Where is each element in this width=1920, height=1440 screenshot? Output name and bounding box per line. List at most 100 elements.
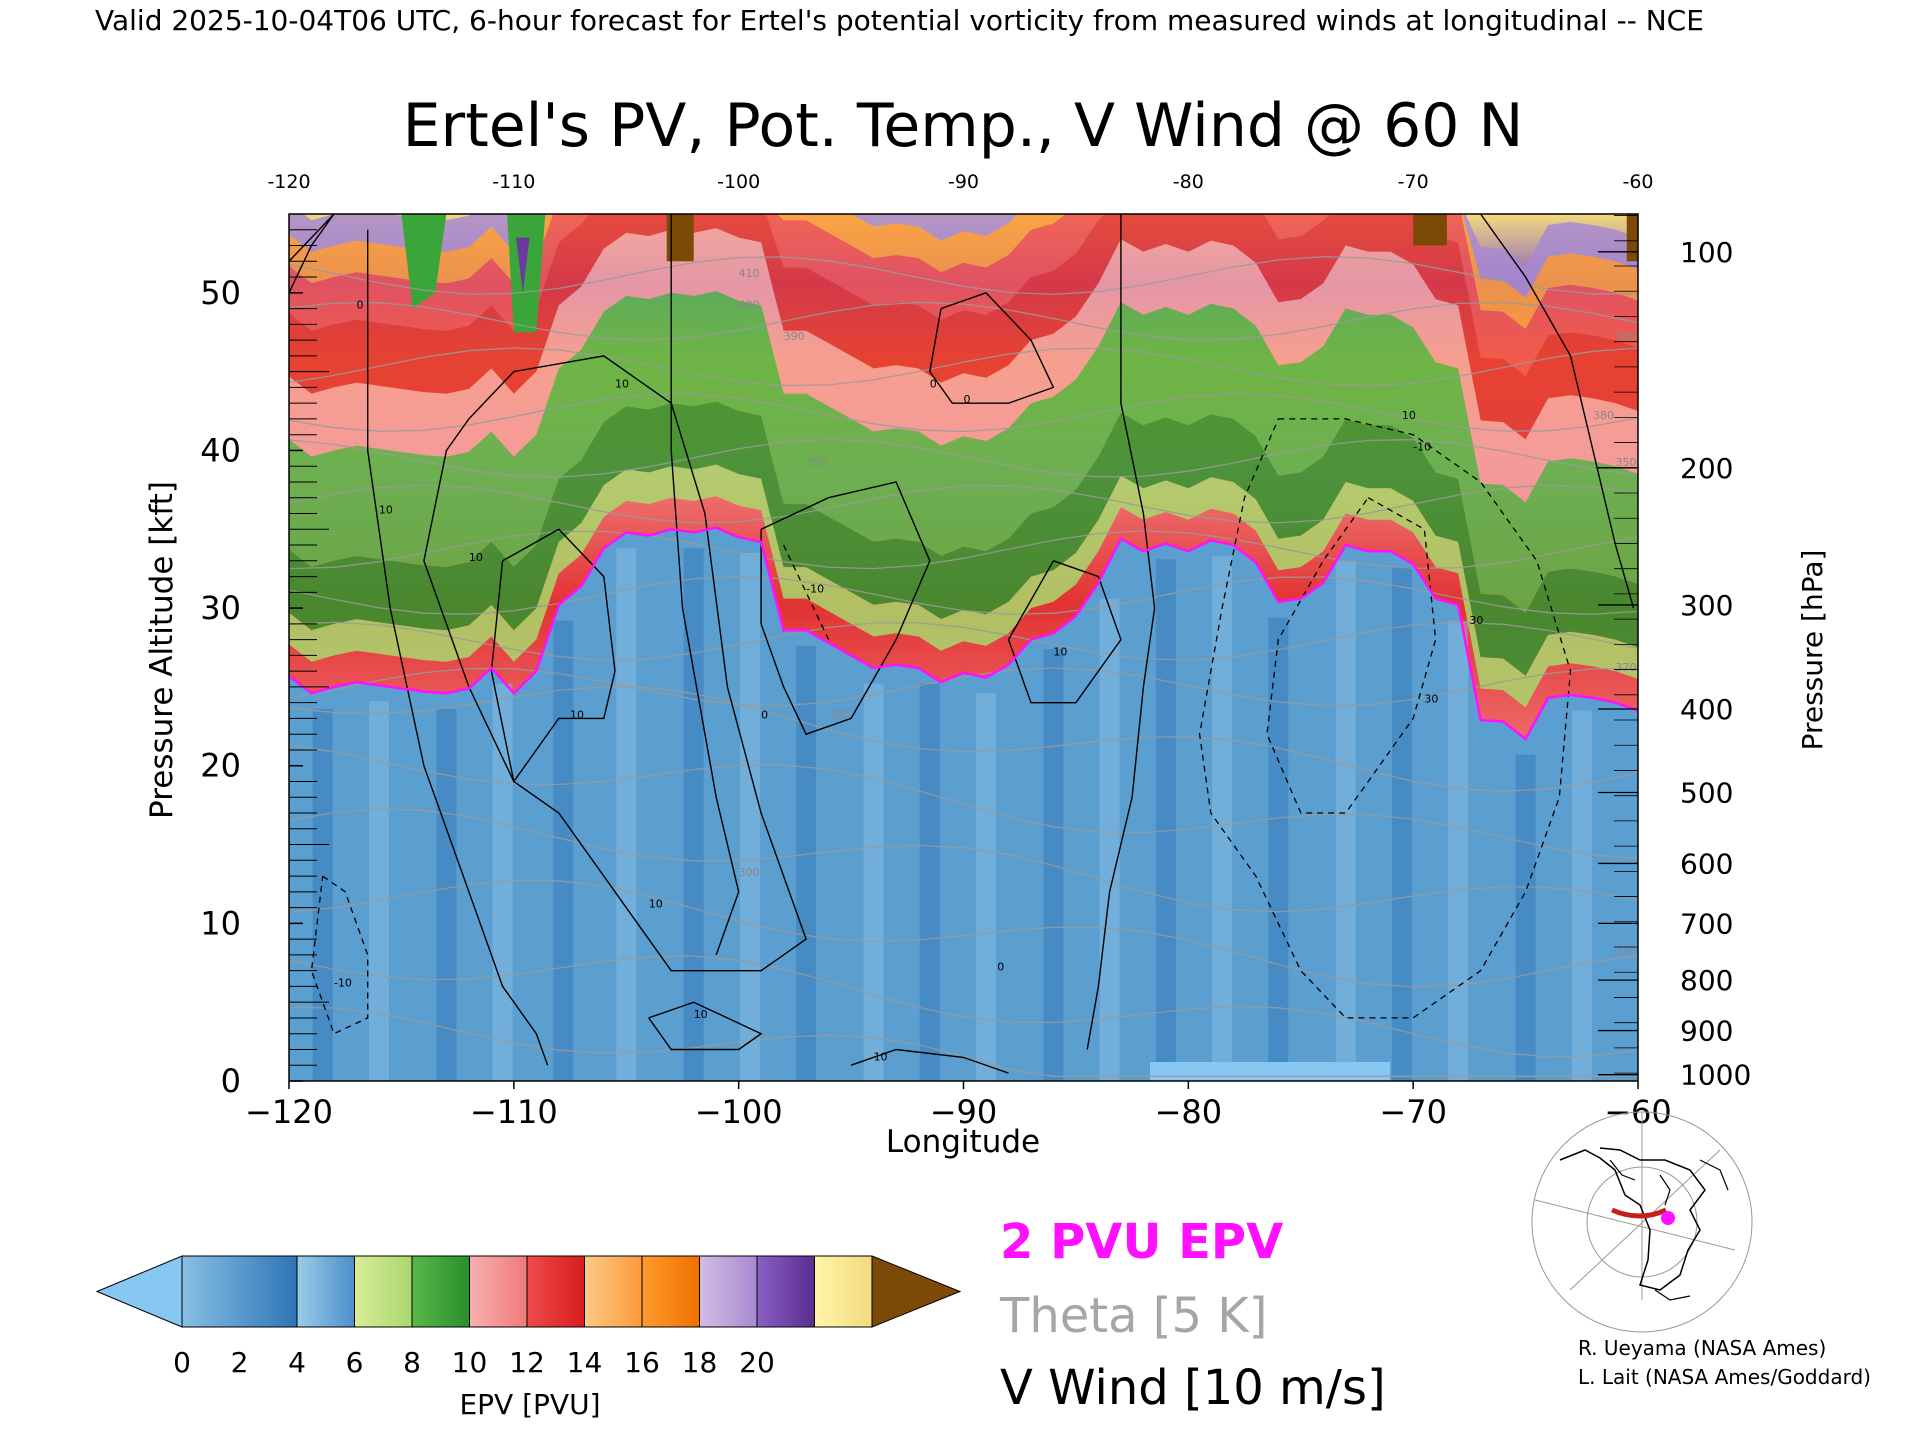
theta-contour-label: 390: [784, 330, 805, 343]
chart-title: Ertel's PV, Pot. Temp., V Wind @ 60 N: [403, 91, 1524, 161]
tropo-streak: [1391, 567, 1412, 1081]
colorbar-tick-label: 8: [403, 1346, 421, 1379]
v-wind-contour: [850, 1048, 1009, 1074]
epv-brown-cap: [1626, 214, 1638, 262]
credit-line-2: L. Lait (NASA Ames/Goddard): [1578, 1365, 1871, 1389]
tropo-streak: [1571, 710, 1592, 1081]
x-axis-label: Longitude: [886, 1124, 1040, 1160]
epv-band: [289, 401, 1638, 676]
tropo-streak: [1515, 754, 1536, 1081]
v-wind-contour: [648, 1001, 763, 1051]
top-tick-label: -70: [1398, 171, 1429, 193]
y-axis-ticks: 0 10 20 30 40 50: [200, 229, 329, 1100]
colorbar-label: EPV [PVU]: [459, 1388, 600, 1421]
top-tick-label: -80: [1173, 171, 1204, 193]
tropo-streak: [1155, 559, 1176, 1081]
v-wind-contour-negative: [310, 875, 369, 1035]
tropo-streak: [739, 552, 760, 1081]
theta-contour: [289, 686, 1638, 792]
header-text: Valid 2025-10-04T06 UTC, 6-hour forecast…: [95, 4, 1704, 37]
colorbar-segment: [526, 1255, 585, 1328]
tropo-streak: [312, 708, 333, 1081]
top-tick-label: -110: [492, 171, 535, 193]
theta-contour: [289, 808, 1638, 913]
theta-contour: [289, 1006, 1638, 1077]
tropo-streak: [1335, 560, 1356, 1081]
theta-contour-label: 400: [739, 299, 760, 312]
y-tick-label: 0: [221, 1062, 241, 1100]
locator-map-section-line: [1611, 1207, 1668, 1219]
theta-contour: [289, 955, 1638, 1058]
right-tick-label: 500: [1680, 777, 1733, 810]
colorbar-tick-label: 16: [624, 1346, 660, 1379]
v-wind-contour-label: 10: [649, 898, 663, 911]
tropo-streak: [436, 708, 457, 1081]
v-wind-contour-label: 10: [1053, 645, 1067, 658]
colorbar-segment: [181, 1255, 298, 1328]
v-wind-contour: [490, 528, 616, 782]
locator-map-coastline: [1559, 1147, 1706, 1291]
tropo-streak: [919, 683, 940, 1081]
right-axis-ticks: 100 200 300 400 500 600 700 800 900 1000: [1598, 236, 1751, 1092]
y-tick-label: 40: [200, 431, 241, 469]
v-wind-contour-label: 10: [874, 1051, 888, 1064]
credit-line-1: R. Ueyama (NASA Ames): [1578, 1336, 1826, 1360]
theta-contour: [289, 667, 1638, 707]
epv-green-plume: [401, 214, 447, 309]
theta-contour: [289, 484, 1638, 524]
theta-contour-label: 380: [1616, 330, 1637, 343]
theta-contour: [289, 621, 1638, 661]
x-tick-label: −90: [930, 1093, 998, 1131]
tropo-streak: [863, 683, 884, 1081]
tropo-streak: [616, 548, 637, 1081]
epv-band: [289, 214, 1638, 377]
locator-map-marker: [1661, 1211, 1675, 1225]
v-wind-contour-label: 0: [761, 708, 768, 721]
colorbar-tick-label: 18: [682, 1346, 718, 1379]
right-tick-label: 200: [1680, 452, 1733, 485]
x-axis-ticks: −120 −110 −100 −90 −80 −70 −60: [245, 1081, 1672, 1131]
theta-contour: [289, 744, 1638, 860]
v-wind-contour-label: 10: [694, 1008, 708, 1021]
top-tick-label: -120: [267, 171, 310, 193]
y-tick-label: 10: [200, 904, 241, 942]
epv-purple-core: [516, 237, 530, 293]
right-tick-label: 100: [1680, 236, 1733, 269]
epv-band: [289, 214, 1638, 440]
v-wind-contour: [1480, 214, 1635, 609]
epv-band: [289, 228, 1638, 503]
v-wind-contour-label: 30: [1469, 614, 1483, 627]
v-wind-contour-label: -10: [806, 582, 824, 595]
legend-v-wind: V Wind [10 m/s]: [1000, 1360, 1386, 1416]
tropo-streak: [1448, 620, 1469, 1081]
legend-theta: Theta [5 K]: [999, 1288, 1268, 1344]
v-wind-contour-negative: [1198, 418, 1572, 1019]
right-axis-label: Pressure [hPa]: [1796, 550, 1829, 751]
top-tick-label: -60: [1622, 171, 1653, 193]
theta-contour-label: 350: [1616, 456, 1637, 469]
theta-contour-label: 410: [739, 267, 760, 280]
theta-contour: [289, 879, 1638, 988]
theta-contour: [289, 301, 1638, 341]
colorbar-tick-label: 14: [567, 1346, 603, 1379]
theta-contour: [289, 393, 1638, 433]
top-tick-label: -100: [717, 171, 760, 193]
right-tick-label: 400: [1680, 693, 1733, 726]
right-minor-ticks: [1614, 215, 1638, 1074]
v-wind-contour-label: 10: [615, 377, 629, 390]
tropo-streak: [1099, 598, 1120, 1081]
v-wind-contour: [1007, 560, 1122, 704]
x-tick-label: −100: [695, 1093, 783, 1131]
theta-contour-label: 330: [1616, 945, 1637, 958]
locator-map-coastline-2: [1609, 1159, 1729, 1301]
locator-map: [1531, 1111, 1753, 1333]
colorbar-segment: [699, 1255, 758, 1328]
x-tick-label: −80: [1155, 1093, 1223, 1131]
top-axis-ticks: -120 -110 -100 -90 -80 -70 -60: [267, 171, 1653, 193]
tropo-streak: [975, 693, 996, 1081]
theta-contour-label: 370: [1616, 661, 1637, 674]
v-wind-contour-label: 10: [570, 708, 584, 721]
troposphere-streaks: [312, 548, 1592, 1081]
v-wind-contour: [929, 291, 1055, 404]
